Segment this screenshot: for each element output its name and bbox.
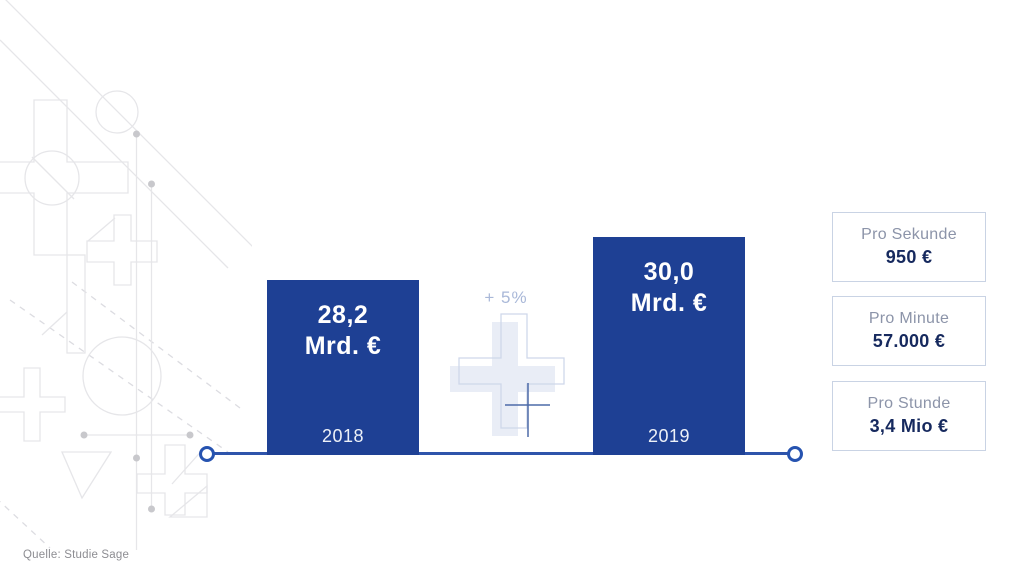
chart-baseline bbox=[207, 452, 795, 455]
bar-2018: 28,2 Mrd. € 2018 bbox=[267, 280, 419, 455]
baseline-endpoint-left-icon bbox=[199, 446, 215, 462]
stat-box-value: 3,4 Mio € bbox=[869, 416, 949, 436]
stat-box-label: Pro Sekunde bbox=[861, 226, 957, 243]
source-attribution: Quelle: Studie Sage bbox=[23, 549, 130, 561]
bar-year-label-2018: 2018 bbox=[321, 426, 365, 446]
bar-value-unit: Mrd. € bbox=[304, 332, 382, 360]
stat-box-pro-stunde: Pro Stunde 3,4 Mio € bbox=[832, 381, 986, 451]
stat-box-pro-minute: Pro Minute 57.000 € bbox=[832, 296, 986, 366]
bar-value-2018: 28,2 Mrd. € bbox=[267, 280, 419, 362]
stat-box-value: 57.000 € bbox=[872, 331, 946, 351]
growth-percentage-label: + 5% bbox=[484, 288, 528, 307]
growth-plus-graphic bbox=[450, 313, 565, 437]
bar-year-label-2019: 2019 bbox=[647, 426, 691, 446]
bar-value-unit: Mrd. € bbox=[630, 289, 708, 317]
bar-2019: 30,0 Mrd. € 2019 bbox=[593, 237, 745, 455]
stat-box-value: 950 € bbox=[885, 247, 933, 267]
crosshair-icon bbox=[505, 383, 550, 437]
stat-box-label: Pro Minute bbox=[868, 310, 950, 327]
decorative-geometric-pattern bbox=[0, 0, 252, 550]
stat-box-label: Pro Stunde bbox=[867, 395, 951, 412]
stat-box-pro-sekunde: Pro Sekunde 950 € bbox=[832, 212, 986, 282]
baseline-endpoint-right-icon bbox=[787, 446, 803, 462]
bar-value-2019: 30,0 Mrd. € bbox=[593, 237, 745, 319]
plus-icon bbox=[450, 313, 565, 436]
bar-value-number: 30,0 bbox=[643, 258, 695, 286]
bar-value-number: 28,2 bbox=[317, 301, 369, 329]
